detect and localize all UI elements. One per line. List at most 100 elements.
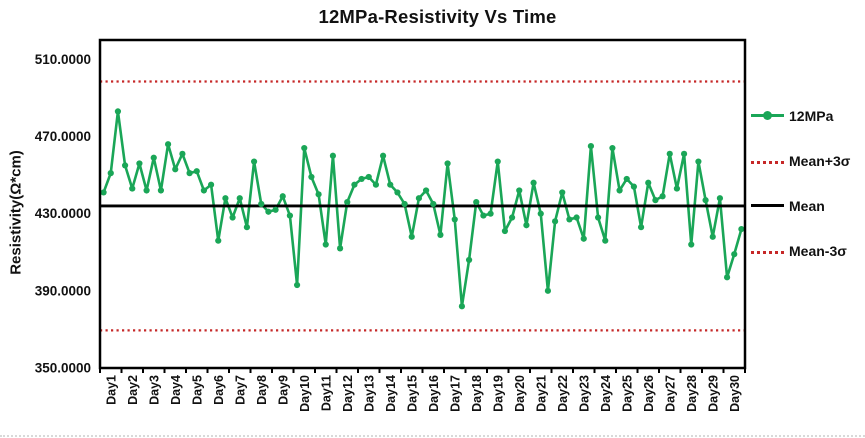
series-point (602, 237, 609, 244)
chart-title: 12MPa-Resistivity Vs Time (318, 6, 557, 27)
series-point (465, 256, 473, 264)
series-point (731, 251, 738, 258)
series-point (637, 224, 645, 231)
series-point (121, 162, 129, 169)
series-point (301, 144, 308, 152)
x-tick-label: Day12 (341, 375, 355, 412)
legend-item-mean: Mean (751, 183, 863, 228)
series-point (387, 181, 394, 188)
series-point (372, 181, 380, 188)
series-point (236, 195, 243, 202)
series-point (250, 158, 258, 165)
dotted-line-swatch-icon (751, 250, 784, 254)
x-tick-label: Day24 (599, 375, 613, 412)
x-tick-label: Day20 (513, 375, 527, 412)
series-point (645, 179, 652, 186)
series-point (322, 241, 329, 248)
legend-label: 12MPa (789, 107, 834, 124)
solid-line-swatch-icon (751, 204, 784, 207)
series-point (193, 168, 200, 175)
x-tick-label: Day2 (126, 375, 140, 405)
series-point (573, 214, 580, 221)
x-tick-label: Day13 (362, 375, 376, 412)
x-tick-label: Day10 (298, 375, 312, 412)
series-point (580, 235, 587, 242)
x-tick-label: Day26 (642, 375, 656, 412)
x-tick-label: Day7 (233, 375, 247, 405)
series-point (723, 274, 731, 281)
series-point (616, 187, 623, 194)
legend-item-12mpa: 12MPa (751, 93, 863, 138)
y-tick-label: 510.0000 (35, 52, 91, 67)
series-point (544, 287, 552, 294)
series-point (652, 197, 659, 204)
series-point (358, 175, 365, 183)
x-tick-label: Day21 (534, 375, 548, 412)
series-point (530, 179, 537, 186)
y-tick-label: 470.0000 (35, 129, 91, 144)
series-point (186, 170, 193, 177)
series-point (494, 158, 501, 165)
x-tick-label: Day4 (169, 375, 183, 405)
series-point (229, 214, 236, 221)
series-point (136, 160, 143, 167)
series-point (666, 150, 673, 157)
series-point (200, 187, 208, 194)
x-tick-label: Day23 (577, 375, 591, 412)
legend-label: Mean (789, 197, 825, 214)
x-tick-label: Day15 (405, 375, 419, 412)
x-tick-label: Day11 (319, 375, 333, 411)
series-point (258, 200, 265, 208)
series-point (559, 189, 566, 196)
x-tick-label: Day8 (255, 375, 269, 405)
series-point (329, 152, 337, 159)
series-point (150, 154, 157, 161)
x-tick-label: Day17 (448, 375, 462, 412)
x-tick-label: Day27 (663, 375, 677, 412)
series-point (351, 181, 358, 188)
series-point (157, 187, 165, 194)
series-point (243, 224, 251, 231)
x-tick-label: Day28 (685, 375, 699, 412)
series-point (265, 208, 272, 215)
series-point (344, 198, 351, 206)
x-tick-label: Day6 (212, 375, 226, 405)
series-point (473, 198, 480, 206)
legend-label: Mean+3σ (789, 152, 851, 169)
series-point (401, 200, 408, 208)
series-point (716, 195, 724, 202)
series-point (738, 225, 745, 233)
legend-label: Mean-3σ (789, 242, 847, 259)
series-point (551, 218, 559, 225)
series-point (444, 160, 451, 167)
series-point (480, 212, 487, 219)
series-point (408, 233, 415, 240)
series-point (114, 108, 122, 115)
series-point (286, 212, 294, 219)
series-point (379, 152, 387, 159)
series-point (659, 193, 666, 200)
series-point (308, 173, 315, 181)
y-tick-label: 390.0000 (35, 283, 91, 298)
series-point (215, 237, 222, 244)
legend-item-mean-plus-3sigma: Mean+3σ (751, 138, 863, 183)
series-point (422, 187, 430, 194)
series-line-swatch-icon (751, 111, 784, 121)
x-tick-label: Day22 (556, 375, 570, 412)
series-point (179, 150, 186, 157)
x-tick-label: Day1 (104, 375, 118, 405)
series-point (587, 143, 595, 150)
series-point (537, 210, 544, 217)
series-point (523, 222, 530, 229)
plot-frame (98, 38, 747, 370)
series-line-12mpa (102, 110, 743, 308)
series-point (594, 214, 602, 221)
x-tick-label: Day19 (491, 375, 505, 412)
series-point (272, 206, 279, 213)
series-point (315, 191, 322, 198)
x-tick-label: Day14 (384, 375, 398, 412)
x-tick-label: Day3 (147, 375, 161, 405)
series-point (451, 216, 458, 223)
series-point (207, 181, 215, 188)
